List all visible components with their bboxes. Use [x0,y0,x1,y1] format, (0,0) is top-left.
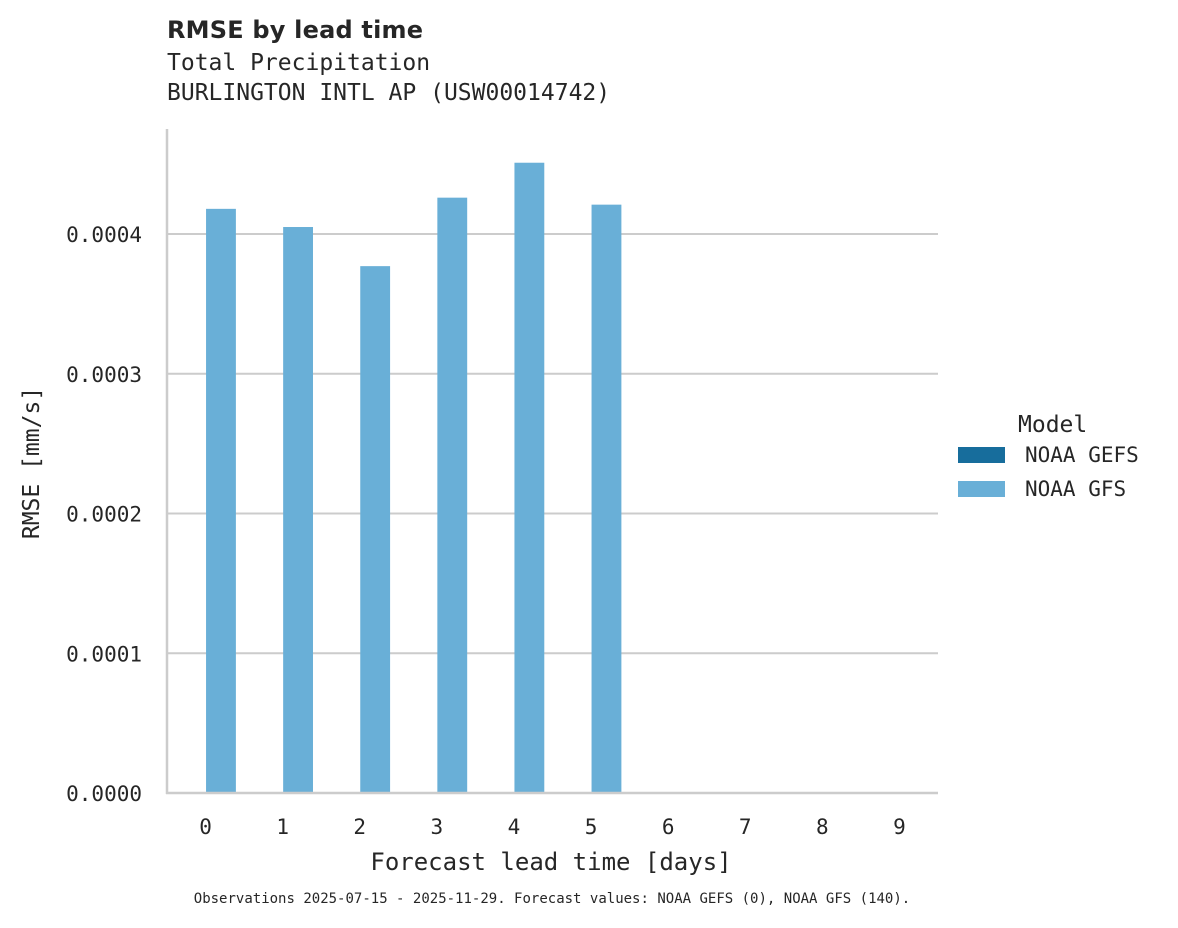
x-tick-label: 0 [199,815,212,839]
bar-noaa-gfs-2 [360,266,391,794]
x-tick-label: 6 [662,815,675,839]
bars [206,162,622,794]
x-tick-label: 2 [353,815,366,839]
axes [165,129,938,795]
x-tick-label: 4 [508,815,521,839]
x-tick-label: 8 [816,815,829,839]
bar-noaa-gfs-0 [206,208,236,794]
chart-subtitle-station: BURLINGTON INTL AP (USW00014742) [167,80,611,106]
legend-item-gfs: NOAA GFS [956,472,1139,506]
y-tick-label: 0.0002 [66,503,142,527]
x-tick-label: 5 [585,815,598,839]
legend-swatch-gefs [958,447,1005,463]
chart-title: RMSE by lead time [167,16,424,44]
bar-noaa-gfs-3 [437,197,468,794]
x-axis-label: Forecast lead time [days] [370,848,731,876]
legend-title: Model [1018,412,1088,438]
legend-item-gefs: NOAA GEFS [956,438,1139,472]
bar-noaa-gfs-1 [283,227,313,793]
legend: Model NOAA GEFS NOAA GFS [956,412,1139,506]
x-tick-label: 3 [431,815,444,839]
legend-label-gfs: NOAA GFS [1025,477,1127,501]
chart-subtitle-variable: Total Precipitation [167,50,431,76]
gridlines [167,233,938,655]
legend-swatch-gfs [958,481,1005,497]
x-tick-label: 9 [893,815,906,839]
y-tick-label: 0.0003 [66,363,142,387]
y-axis-label: RMSE [mm/s] [19,387,45,539]
x-tick-label: 1 [276,815,289,839]
y-tick-label: 0.0001 [66,642,142,666]
x-tick-labels: 0 1 2 3 4 5 6 7 8 9 [199,815,906,839]
y-tick-label: 0.0000 [66,782,142,806]
x-tick-label: 7 [739,815,752,839]
legend-label-gefs: NOAA GEFS [1025,443,1139,467]
bar-noaa-gfs-5 [591,204,622,794]
footnote: Observations 2025-07-15 - 2025-11-29. Fo… [193,891,911,907]
y-tick-labels: 0.0000 0.0001 0.0002 0.0003 0.0004 [66,223,142,806]
y-tick-label: 0.0004 [66,223,142,247]
bar-noaa-gfs-4 [514,162,545,794]
